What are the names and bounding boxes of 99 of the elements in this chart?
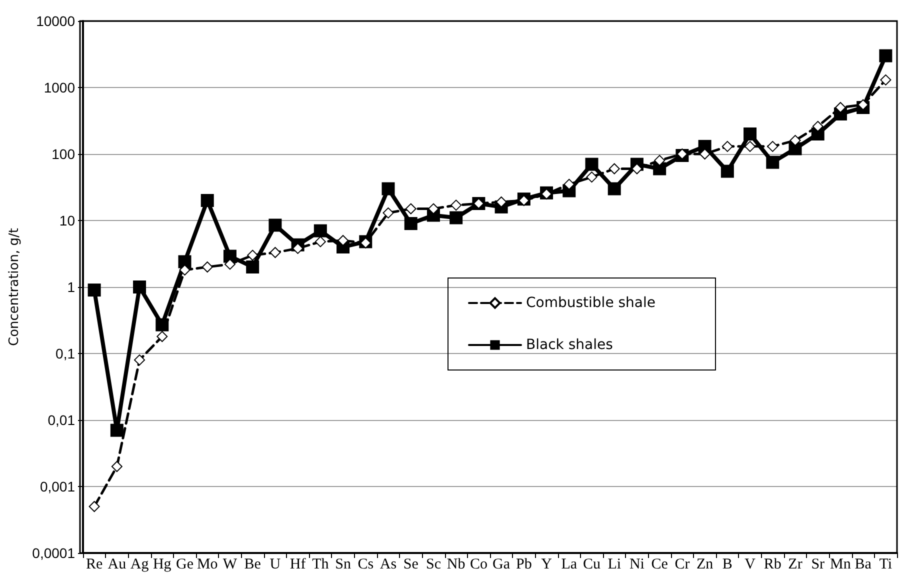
point — [88, 501, 100, 512]
point — [247, 250, 258, 261]
x-tick-label: Sr — [811, 556, 825, 572]
point — [834, 102, 846, 114]
x-tick-label: Be — [244, 556, 262, 572]
point — [586, 172, 598, 183]
x-tick-label: Sn — [335, 556, 352, 572]
y-tick-label: 1 — [67, 279, 76, 295]
point — [428, 203, 439, 214]
point — [156, 331, 168, 342]
point — [224, 258, 236, 270]
x-tick-label: Th — [312, 556, 330, 572]
x-tick-label: Re — [86, 556, 103, 572]
point — [314, 224, 327, 238]
point — [133, 280, 146, 294]
x-tick-label: Ba — [854, 556, 872, 572]
x-tick-label: Hf — [290, 556, 306, 572]
point — [812, 120, 824, 132]
x-tick-label: B — [722, 556, 732, 572]
point — [404, 217, 418, 230]
x-tick-label: Zr — [788, 556, 802, 572]
point — [585, 158, 598, 171]
point — [767, 140, 778, 152]
point — [654, 154, 666, 166]
x-tick-label: Au — [108, 556, 127, 572]
x-tick-label: Mo — [196, 556, 218, 572]
x-tick-label: Zn — [696, 556, 714, 572]
point — [699, 148, 710, 160]
point — [134, 354, 146, 366]
x-tick-label: Hg — [152, 556, 172, 572]
y-tick-label: 0,1 — [56, 346, 76, 362]
x-tick-label: Se — [403, 556, 419, 572]
point — [382, 182, 395, 196]
point — [608, 163, 620, 174]
point — [880, 74, 892, 86]
point — [202, 261, 213, 272]
x-tick-label: Ga — [492, 556, 510, 572]
point — [268, 218, 282, 232]
point — [744, 127, 757, 140]
legend-label: Combustible shale — [526, 295, 656, 311]
point — [178, 255, 192, 268]
x-tick-label: Sc — [426, 556, 442, 572]
x-tick-label: Cr — [674, 556, 690, 572]
legend-label: Black shales — [526, 337, 613, 353]
point — [790, 134, 801, 146]
point — [450, 200, 462, 211]
y-tick-label: 10000 — [36, 13, 76, 29]
x-tick-label: Ge — [176, 556, 194, 572]
point — [496, 196, 507, 208]
point — [541, 188, 552, 200]
point — [270, 247, 281, 258]
point — [608, 182, 621, 196]
point — [246, 260, 260, 274]
point — [111, 460, 122, 472]
point — [564, 178, 575, 190]
x-tick-label: Y — [541, 556, 552, 572]
point — [653, 162, 666, 176]
x-tick-label: Nb — [446, 556, 466, 572]
point — [179, 264, 190, 276]
x-tick-label: V — [744, 556, 756, 572]
point — [676, 148, 688, 160]
y-axis-title: Concentration, g/t — [7, 228, 22, 346]
y-tick-label: 0,0001 — [32, 545, 76, 561]
y-tick-label: 1000 — [44, 80, 76, 96]
point — [450, 211, 463, 224]
x-tick-label: Rb — [764, 556, 782, 572]
point — [744, 140, 756, 152]
point — [292, 242, 304, 254]
x-tick-label: Cs — [358, 556, 374, 572]
x-tick-label: Ni — [629, 556, 644, 572]
x-tick-label: Ce — [651, 556, 668, 572]
x-tick-label: Co — [470, 556, 488, 572]
x-tick-label: La — [561, 556, 578, 572]
point — [338, 235, 349, 246]
point — [405, 203, 416, 214]
x-tick-label: As — [380, 556, 397, 572]
x-tick-label: Ag — [130, 556, 150, 572]
x-tick-label: Ti — [879, 556, 892, 572]
point — [879, 49, 892, 62]
point — [110, 424, 124, 437]
x-tick-label: Li — [608, 556, 622, 572]
x-tick-label: Pb — [516, 556, 532, 572]
point — [766, 156, 780, 169]
point — [382, 207, 394, 218]
point — [858, 99, 869, 110]
y-tick-label: 100 — [52, 146, 76, 162]
point — [720, 164, 734, 178]
point — [631, 163, 642, 174]
x-tick-label: U — [270, 556, 281, 572]
point — [722, 140, 733, 152]
point — [88, 284, 101, 297]
y-tick-label: 0,001 — [40, 478, 76, 494]
point — [314, 236, 326, 248]
y-tick-label: 10 — [59, 212, 76, 228]
x-tick-label: W — [222, 556, 238, 572]
x-tick-label: Cu — [582, 556, 601, 572]
y-tick-label: 0,01 — [48, 412, 76, 428]
x-tick-label: Mn — [830, 556, 852, 572]
point — [200, 194, 214, 207]
